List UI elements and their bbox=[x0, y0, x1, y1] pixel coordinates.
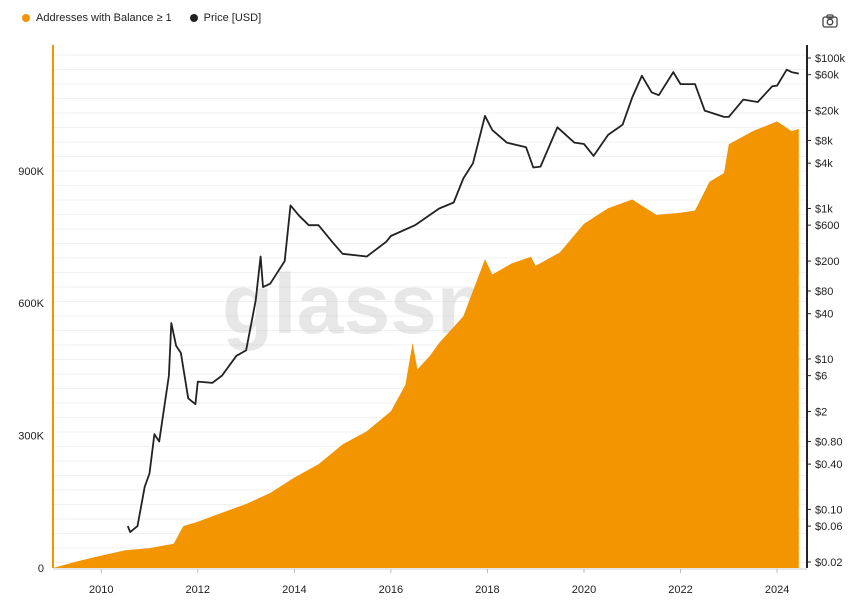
series-area-addresses bbox=[53, 121, 799, 569]
x-tick-label: 2010 bbox=[89, 584, 113, 596]
x-tick-label: 2012 bbox=[186, 584, 210, 596]
x-tick-label: 2018 bbox=[475, 584, 499, 596]
legend-label-price: Price [USD] bbox=[203, 12, 262, 24]
y-right-tick-label: $0.80 bbox=[815, 437, 843, 449]
x-tick-label: 2024 bbox=[765, 584, 789, 596]
series-line-price bbox=[126, 68, 799, 533]
y-right-tick-label: $0.10 bbox=[815, 504, 843, 516]
y-right-tick-label: $60k bbox=[815, 70, 839, 82]
legend-dot-price bbox=[189, 14, 198, 22]
y-right-tick-label: $6 bbox=[815, 371, 827, 383]
x-tick-label: 2016 bbox=[379, 584, 403, 596]
y-right-tick-label: $40 bbox=[815, 309, 833, 321]
x-tick-label: 2014 bbox=[282, 584, 306, 596]
y-left-tick-label: 0 bbox=[38, 563, 44, 575]
legend-label-addresses: Addresses with Balance ≥ 1 bbox=[36, 12, 172, 24]
x-tick-label: 2022 bbox=[668, 584, 692, 596]
y-right-tick-label: $80 bbox=[815, 286, 833, 298]
y-right-tick-label: $100k bbox=[815, 53, 845, 65]
legend-item-price[interactable]: Price [USD] bbox=[189, 12, 262, 24]
y-right-tick-label: $0.40 bbox=[815, 459, 843, 471]
legend-dot-addresses bbox=[22, 14, 30, 22]
y-left-tick-label: 900K bbox=[18, 166, 44, 178]
camera-icon[interactable] bbox=[822, 14, 838, 28]
y-right-tick-label: $0.02 bbox=[815, 557, 843, 569]
y-right-tick-label: $600 bbox=[815, 220, 839, 232]
watermark-text: glassn bbox=[222, 257, 488, 351]
legend-item-addresses[interactable]: Addresses with Balance ≥ 1 bbox=[22, 12, 172, 24]
y-right-tick-label: $1k bbox=[815, 204, 833, 216]
y-right-tick-label: $0.06 bbox=[815, 521, 843, 533]
y-left-tick-label: 300K bbox=[18, 431, 44, 443]
y-right-tick-label: $10 bbox=[815, 354, 833, 366]
legend: Addresses with Balance ≥ 1 Price [USD] bbox=[22, 12, 279, 24]
y-right-tick-label: $200 bbox=[815, 256, 839, 268]
x-tick-label: 2020 bbox=[572, 584, 596, 596]
y-right-tick-label: $20k bbox=[815, 106, 839, 118]
y-right-tick-label: $2 bbox=[815, 407, 827, 419]
y-left-tick-label: 600K bbox=[18, 298, 44, 310]
y-right-tick-label: $4k bbox=[815, 158, 833, 170]
y-right-tick-label: $8k bbox=[815, 136, 833, 148]
